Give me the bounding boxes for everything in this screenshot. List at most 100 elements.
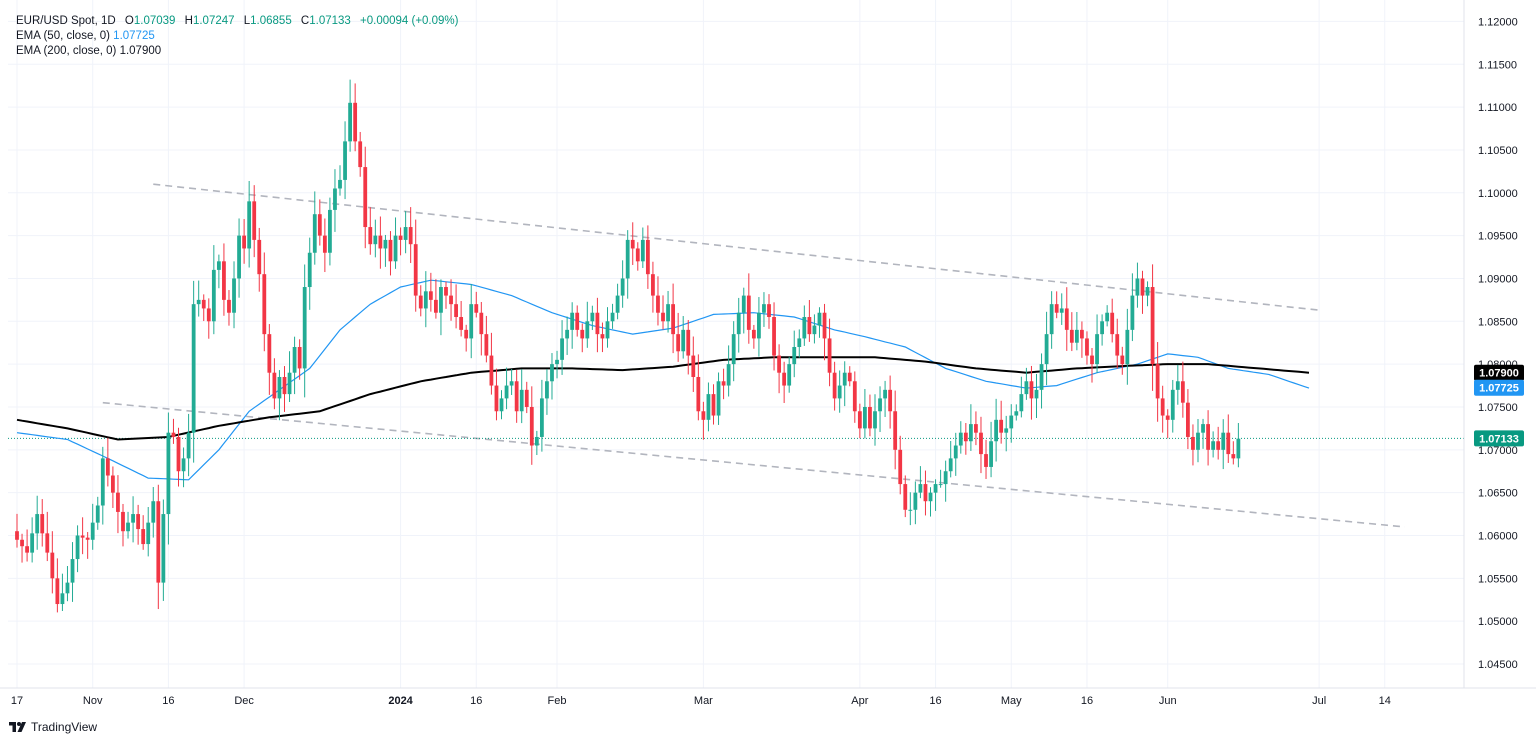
candle-body — [1064, 308, 1069, 330]
candle — [1236, 423, 1241, 468]
x-tick-label: 16 — [162, 695, 174, 707]
candle-body — [963, 432, 968, 442]
candle-body — [312, 214, 317, 253]
legend-ema200-row[interactable]: EMA (200, close, 0) 1.07900 — [16, 44, 458, 59]
candle — [232, 261, 236, 329]
candle-body — [292, 346, 297, 373]
candle — [777, 344, 781, 394]
candle-body — [1216, 441, 1221, 450]
candle-body — [1145, 287, 1150, 296]
candle-body — [1170, 389, 1175, 420]
candle — [585, 301, 590, 348]
candle-body — [196, 299, 201, 305]
candle-body — [595, 312, 600, 335]
candle — [984, 439, 988, 479]
candle — [979, 416, 983, 474]
candle-body — [1115, 334, 1120, 356]
candle-body — [736, 312, 741, 335]
candle — [277, 370, 282, 421]
candle — [100, 446, 105, 525]
candle-body — [953, 445, 958, 459]
candle — [1019, 376, 1024, 418]
candle — [827, 318, 832, 387]
candle-body — [80, 535, 85, 538]
legend-ema50-row[interactable]: EMA (50, close, 0) 1.07725 — [16, 29, 458, 44]
candle — [943, 460, 948, 502]
candle-body — [398, 235, 403, 240]
candle-body — [247, 201, 252, 249]
candle — [176, 427, 181, 487]
candle-body — [317, 214, 322, 236]
candle-body — [459, 317, 464, 330]
candle — [640, 227, 645, 268]
y-tick-label: 1.05000 — [1478, 616, 1518, 628]
candle — [837, 370, 842, 413]
candle-body — [943, 471, 948, 485]
candle-body — [792, 346, 797, 365]
candle — [222, 243, 226, 316]
candle — [681, 316, 686, 359]
candle-body — [201, 299, 206, 309]
candle-body — [1140, 278, 1145, 296]
grid — [8, 0, 1464, 688]
candle — [1014, 404, 1019, 421]
candle-body — [716, 381, 721, 416]
candle-body — [777, 355, 781, 373]
candle — [651, 261, 655, 313]
candle — [489, 332, 494, 395]
candle — [196, 280, 201, 317]
candle-body — [1150, 287, 1155, 365]
candle — [656, 276, 660, 326]
candle — [186, 413, 191, 477]
candle — [721, 368, 726, 400]
candle-body — [1125, 329, 1130, 365]
candle — [1059, 293, 1064, 325]
candle — [938, 469, 943, 488]
candle-body — [938, 484, 943, 486]
x-tick-label: 16 — [929, 695, 941, 707]
candle-body — [999, 419, 1004, 433]
candle-body — [1090, 355, 1094, 365]
candle — [504, 367, 509, 410]
candle — [620, 260, 625, 308]
candle-body — [423, 291, 428, 309]
candle — [1064, 287, 1069, 351]
legend-high-label: H — [184, 15, 193, 27]
candle — [348, 79, 353, 152]
candle — [161, 499, 166, 601]
candle-body — [772, 317, 776, 356]
candle-body — [635, 248, 640, 262]
candle-body — [1155, 364, 1160, 399]
candle — [70, 542, 75, 602]
candle — [706, 382, 711, 432]
candle — [1044, 311, 1049, 386]
candle-body — [706, 394, 711, 420]
candle-body — [333, 188, 337, 210]
candle-body — [620, 278, 625, 296]
candle — [691, 336, 696, 392]
candle — [580, 323, 585, 353]
candle — [146, 507, 151, 557]
candle — [121, 503, 125, 547]
candle-body — [494, 385, 499, 412]
candle — [312, 191, 317, 265]
candle — [539, 379, 544, 452]
candle — [1216, 426, 1221, 460]
x-tick-label: Nov — [83, 695, 103, 707]
candle — [918, 466, 923, 499]
x-tick-label: 16 — [470, 695, 482, 707]
candle — [1211, 431, 1216, 458]
candle-body — [666, 304, 670, 322]
candle-body — [277, 376, 282, 399]
price-label-text: 1.07900 — [1479, 368, 1519, 380]
candle — [469, 284, 474, 359]
candle — [1221, 419, 1226, 470]
tradingview-brand[interactable]: TradingView — [9, 720, 97, 734]
candle — [211, 245, 216, 335]
candle-body — [141, 529, 146, 545]
candle-body — [539, 398, 544, 437]
candle-body — [171, 432, 176, 437]
candle-body — [731, 334, 736, 365]
candle-body — [570, 312, 575, 330]
